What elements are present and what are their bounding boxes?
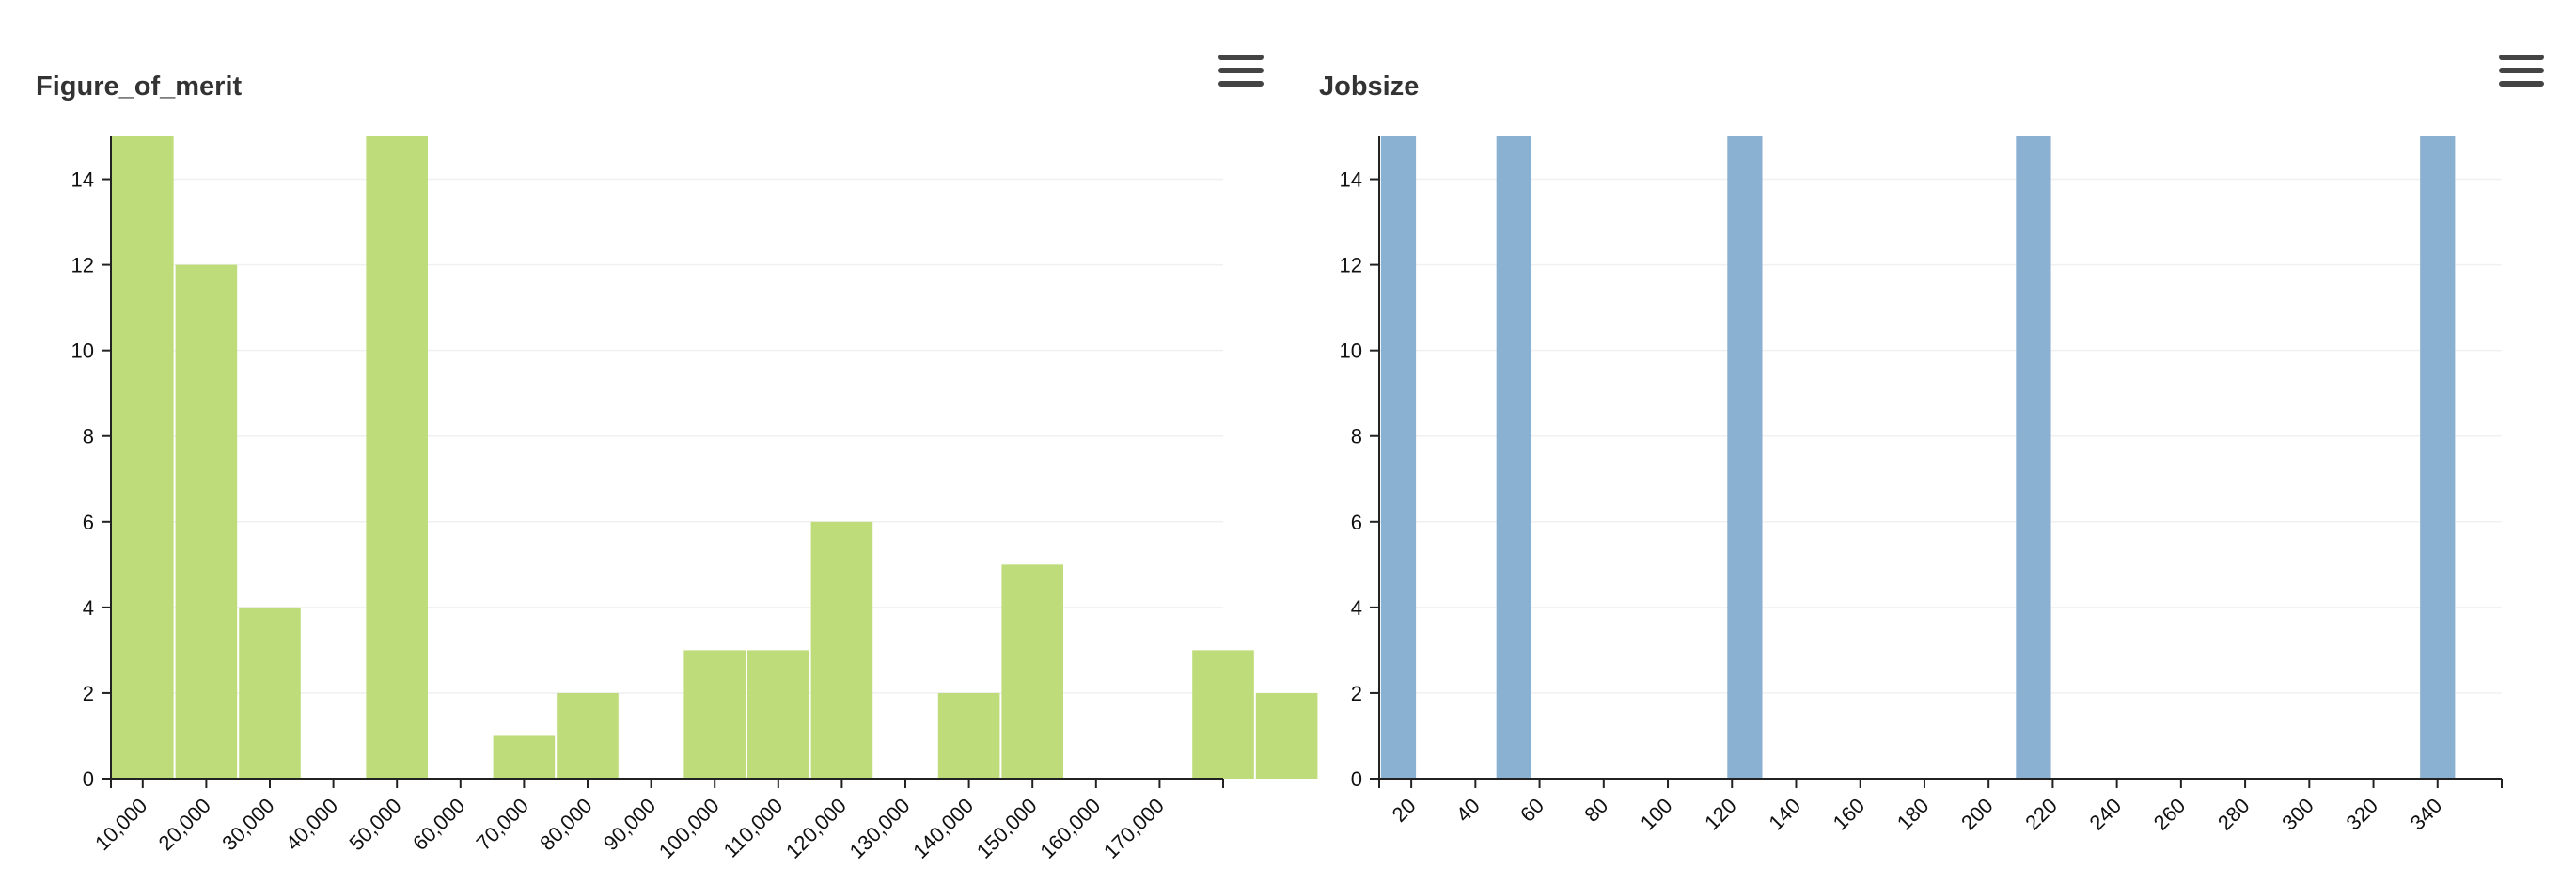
y-tick-label: 12 bbox=[1340, 254, 1362, 277]
histogram-figure-of-merit: 0 2 4 6 8 10 12 14 10,000 20,000 30,000 40,000 50,00… bbox=[71, 136, 1318, 863]
x-tick-label: 10,000 bbox=[90, 794, 151, 855]
chart-menu-button[interactable] bbox=[2499, 55, 2544, 94]
y-tick-label: 6 bbox=[83, 511, 94, 534]
y-tick-label: 14 bbox=[1340, 168, 1362, 192]
histogram-bar[interactable] bbox=[175, 264, 238, 780]
x-tick-label: 80 bbox=[1579, 794, 1612, 827]
x-tick-label: 150,000 bbox=[972, 794, 1042, 863]
x-tick-label: 40 bbox=[1452, 794, 1484, 827]
histogram-bar[interactable] bbox=[683, 650, 746, 779]
y-tick-label: 2 bbox=[1351, 682, 1362, 705]
x-tick-label: 60,000 bbox=[408, 794, 469, 855]
x-tick-label: 20,000 bbox=[154, 794, 215, 855]
x-tick-label: 340 bbox=[2406, 794, 2447, 835]
x-tick-label: 100 bbox=[1636, 794, 1677, 835]
x-tick-label: 30,000 bbox=[217, 794, 278, 855]
chart-panel-figure-of-merit: Figure_of_merit 0 2 4 6 8 10 12 14 10,000 20,000 3… bbox=[0, 0, 1318, 884]
histogram-bar[interactable] bbox=[1380, 136, 1417, 779]
histogram-bar[interactable] bbox=[1727, 136, 1763, 779]
x-tick-label: 120,000 bbox=[781, 794, 851, 863]
histogram-bar[interactable] bbox=[1001, 564, 1063, 779]
y-tick-label: 6 bbox=[1351, 511, 1362, 534]
histogram-bar[interactable] bbox=[1496, 136, 1531, 779]
x-tick-label: 320 bbox=[2341, 794, 2382, 835]
x-tick-label: 60 bbox=[1516, 794, 1548, 827]
y-tick-label: 8 bbox=[83, 425, 94, 449]
hamburger-menu-icon bbox=[2499, 55, 2544, 60]
y-tick-label: 8 bbox=[1351, 425, 1362, 449]
histogram-bar[interactable] bbox=[2016, 136, 2051, 779]
chart-title: Jobsize bbox=[1319, 71, 1420, 102]
histogram-bar[interactable] bbox=[747, 650, 809, 779]
x-tick-label: 40,000 bbox=[281, 794, 342, 855]
histogram-bar[interactable] bbox=[2420, 136, 2456, 779]
x-tick-label: 280 bbox=[2213, 794, 2254, 835]
y-tick-label: 0 bbox=[1351, 767, 1362, 791]
chart-panel-jobsize: Jobsize 0 2 4 6 8 10 12 14 20 40 60 80 100 120 140 160 1… bbox=[1283, 0, 2576, 884]
histogram-bar[interactable] bbox=[557, 692, 619, 779]
x-tick-label: 110,000 bbox=[719, 794, 788, 862]
y-tick-label: 10 bbox=[71, 339, 94, 363]
y-tick-label: 10 bbox=[1340, 339, 1362, 363]
x-tick-label: 130,000 bbox=[845, 794, 915, 863]
x-tick-label: 20 bbox=[1388, 794, 1421, 827]
x-tick-label: 160,000 bbox=[1035, 794, 1105, 863]
x-tick-label: 200 bbox=[1956, 794, 1998, 835]
chart-title: Figure_of_merit bbox=[36, 71, 243, 102]
x-tick-label: 50,000 bbox=[344, 794, 405, 855]
x-tick-label: 180 bbox=[1893, 794, 1934, 835]
x-tick-label: 80,000 bbox=[535, 794, 596, 855]
x-tick-label: 120 bbox=[1700, 794, 1741, 835]
x-tick-label: 300 bbox=[2277, 794, 2318, 835]
x-tick-label: 240 bbox=[2085, 794, 2127, 835]
y-tick-label: 14 bbox=[71, 168, 94, 192]
x-tick-label: 90,000 bbox=[599, 794, 660, 855]
x-tick-label: 140,000 bbox=[908, 794, 978, 863]
histogram-bar[interactable] bbox=[493, 735, 556, 779]
histogram-bar[interactable] bbox=[810, 521, 873, 779]
chart-menu-button[interactable] bbox=[1218, 55, 1264, 94]
histogram-bar[interactable] bbox=[937, 692, 1000, 779]
x-tick-label: 260 bbox=[2149, 794, 2191, 835]
histogram-bar[interactable] bbox=[239, 607, 301, 779]
x-tick-label: 160 bbox=[1829, 794, 1870, 835]
histogram-bar[interactable] bbox=[366, 136, 428, 779]
histogram-jobsize: 0 2 4 6 8 10 12 14 20 40 60 80 100 120 140 160 180 200 220… bbox=[1340, 136, 2503, 835]
x-tick-label: 170,000 bbox=[1099, 794, 1169, 863]
y-tick-label: 12 bbox=[71, 254, 94, 277]
y-tick-label: 0 bbox=[83, 767, 94, 791]
y-tick-label: 4 bbox=[83, 596, 94, 620]
histogram-bar[interactable] bbox=[112, 136, 174, 779]
y-tick-label: 4 bbox=[1351, 596, 1362, 620]
histogram-bar[interactable] bbox=[1192, 650, 1254, 779]
y-tick-label: 2 bbox=[83, 682, 94, 705]
x-tick-label: 220 bbox=[2020, 794, 2062, 835]
histogram-bar[interactable] bbox=[1255, 692, 1318, 779]
hamburger-menu-icon bbox=[1218, 55, 1264, 60]
x-tick-label: 100,000 bbox=[654, 794, 724, 863]
x-tick-label: 140 bbox=[1764, 794, 1805, 835]
x-tick-label: 70,000 bbox=[472, 794, 533, 855]
